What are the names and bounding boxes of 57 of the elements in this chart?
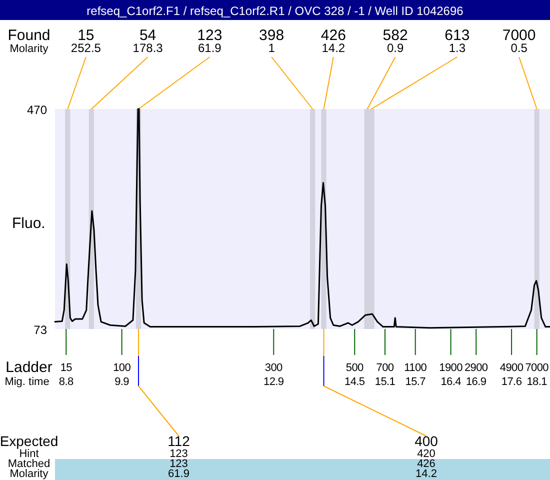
- x-tick-label: 18.1: [526, 376, 548, 388]
- annotation: 300: [264, 362, 283, 374]
- text: Ladder: [6, 359, 52, 376]
- y-axis-title: Fluo.: [12, 215, 46, 232]
- annotation: 1900: [439, 362, 463, 374]
- text: Hint: [19, 448, 39, 460]
- annotation: 400: [414, 433, 438, 449]
- text: 123: [170, 448, 188, 460]
- annotation: 500: [346, 362, 364, 374]
- annotation: 15: [60, 362, 72, 374]
- annotation: 178.3: [132, 41, 164, 55]
- band-label: 582: [382, 27, 408, 44]
- annotation: 61.9: [198, 41, 222, 55]
- chart-title: refseq_C1orf2.F1 / refseq_C1orf2.R1 / OVC 328 / -1 / Well ID 1042696: [86, 4, 464, 18]
- annotation: 100: [113, 362, 131, 374]
- x-tick-label: 17.6: [501, 376, 522, 388]
- annotation: 700: [376, 362, 394, 374]
- line-series: [54, 108, 550, 329]
- x-tick-label: 8.8: [58, 376, 74, 388]
- band-label: 7000: [502, 27, 536, 44]
- annotation: 2900: [464, 362, 488, 374]
- annotation: 4900: [500, 362, 524, 374]
- text: Expected: [0, 433, 58, 449]
- band-label: 123: [197, 27, 222, 44]
- text: Found: [8, 27, 50, 44]
- annotation: 7000: [525, 362, 549, 374]
- x-tick-label: 16.4: [440, 376, 462, 388]
- x-tick-label: 14.5: [344, 376, 365, 388]
- text: 426: [417, 458, 436, 470]
- annotation: 1100: [404, 362, 427, 374]
- text: 14.2: [416, 468, 437, 480]
- text: Molarity: [10, 43, 49, 55]
- annotation: 1: [268, 41, 276, 55]
- text: 420: [417, 448, 436, 460]
- band-label: 426: [320, 27, 346, 44]
- annotation: 252.5: [70, 41, 102, 55]
- text: 123: [170, 458, 188, 470]
- x-tick-label: 9.9: [114, 376, 130, 388]
- x-tick-label: 15.1: [374, 376, 396, 388]
- annotation: 0.5: [510, 41, 528, 55]
- x-axis-title: Mig. time: [4, 376, 50, 388]
- y-tick-label: 470: [26, 103, 48, 117]
- band-label: 54: [139, 27, 156, 44]
- text: Molarity: [10, 468, 49, 480]
- x-tick-label: 12.9: [264, 376, 284, 388]
- y-tick-label: 73: [34, 323, 48, 337]
- band-label: 613: [444, 27, 470, 44]
- annotation: 0.9: [386, 41, 404, 55]
- text: 61.9: [168, 468, 190, 480]
- band-label: 15: [78, 27, 94, 44]
- annotation: 112: [168, 433, 190, 449]
- text: Matched: [8, 458, 50, 470]
- x-tick-label: 16.9: [466, 376, 486, 388]
- band-label: 398: [259, 27, 284, 44]
- x-tick-label: 15.7: [405, 376, 426, 388]
- annotation: 14.2: [322, 41, 346, 55]
- annotation: 1.3: [448, 41, 466, 55]
